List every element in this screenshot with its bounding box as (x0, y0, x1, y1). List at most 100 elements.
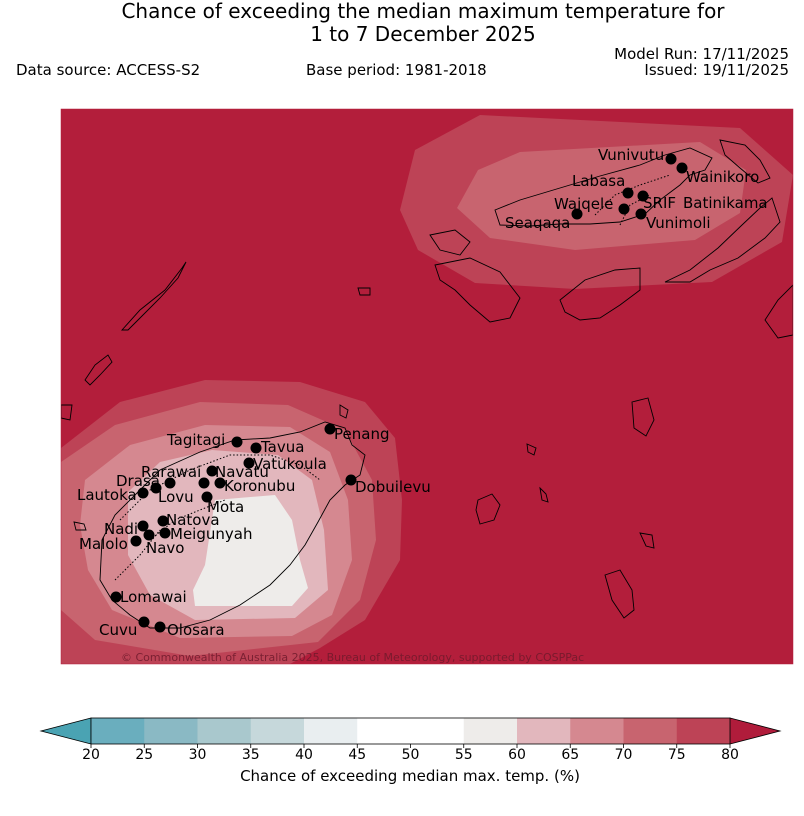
colorbar-tick-label-40: 40 (295, 747, 313, 763)
coast-far-east (764, 284, 793, 339)
coast-small-5 (73, 521, 87, 531)
label-vunimoli: Vunimoli (646, 214, 711, 232)
colorbar-segment-70-75 (623, 718, 678, 744)
colorbar-segment-20-25 (91, 718, 145, 744)
marker-tagitagi (231, 436, 243, 448)
station-markers (110, 153, 688, 633)
label-tagitagi: Tagitagi (166, 431, 225, 449)
title-line-2: 1 to 7 December 2025 (310, 22, 536, 46)
colorbar-tick-label-60: 60 (508, 747, 526, 763)
marker-dobuilevu (345, 474, 357, 486)
coast-moala (475, 493, 501, 525)
colorbar-segment-75-80 (676, 718, 731, 744)
marker-natova (157, 515, 169, 527)
contour-50-south (193, 495, 308, 606)
colorbar-tick-label-70: 70 (615, 747, 633, 763)
label-olosara: Olosara (167, 621, 225, 639)
coast-small-6 (339, 404, 349, 419)
marker-vunimoli (635, 208, 647, 220)
coast-yasawa (120, 261, 187, 331)
marker-navo (143, 529, 155, 541)
colorbar-segment-45-50 (357, 718, 411, 744)
marker-meigunyah (159, 527, 171, 539)
marker-waiqele (618, 203, 630, 215)
contour-65-north (457, 142, 746, 250)
label-meigunyah: Meigunyah (170, 525, 252, 543)
colorbar-segment-25-30 (144, 718, 198, 744)
label-tavua: Tavua (260, 438, 304, 456)
colorbar-segment-30-35 (197, 718, 252, 744)
colorbar: 20 25 30 35 40 45 50 55 60 65 70 75 80 Chance of exc… (39, 717, 782, 785)
coast-taveuni (719, 139, 771, 184)
colorbar-tick-label-45: 45 (348, 747, 366, 763)
station-labels: Vunivutu Wainikoro Labasa Waiqele SRIF B… (77, 146, 768, 639)
coast-small-2 (526, 443, 537, 456)
marker-drasa (150, 482, 162, 494)
colorbar-segment-65-70 (570, 718, 624, 744)
label-malolo: Malolo (79, 535, 128, 553)
colorbar-tick-label-35: 35 (242, 747, 260, 763)
coast-totoya (539, 486, 549, 503)
colorbar-segment-35-40 (250, 718, 305, 744)
marker-cuvu (138, 616, 150, 628)
colorbar-segment-50-55 (410, 718, 465, 744)
marker-lomawai (110, 591, 122, 603)
map-panel: Vunivutu Wainikoro Labasa Waiqele SRIF B… (61, 109, 793, 664)
label-seaqaqa: Seaqaqa (505, 214, 570, 232)
colorbar-tick-label-30: 30 (189, 747, 207, 763)
colorbar-tick-label-20: 20 (82, 747, 100, 763)
coastlines (61, 139, 793, 629)
coast-small-1 (639, 532, 655, 549)
label-lovu: Lovu (158, 488, 194, 506)
coast-koro-region (559, 267, 641, 321)
colorbar-segment-55-60 (463, 718, 518, 744)
label-cuvu: Cuvu (99, 621, 137, 639)
coast-east-arc (664, 197, 781, 283)
coast-small-3 (357, 287, 371, 296)
coast-gau (631, 397, 655, 437)
label-navo: Navo (146, 539, 184, 557)
label-vatukoula: Vatukoula (253, 455, 327, 473)
label-srif: SRIF (643, 194, 676, 212)
label-mota: Mota (207, 498, 244, 516)
coast-kadavu (604, 569, 635, 619)
coast-north-tail (429, 229, 471, 256)
colorbar-tick-label-55: 55 (455, 747, 473, 763)
colorbar-tick-label-25: 25 (135, 747, 153, 763)
marker-koronubu (214, 477, 226, 489)
label-lomawai: Lomawai (120, 588, 187, 606)
marker-navatu (198, 477, 210, 489)
coast-central (434, 257, 521, 323)
label-labasa: Labasa (572, 172, 625, 190)
marker-vunivutu (665, 153, 677, 165)
marker-malolo (130, 535, 142, 547)
label-nadi: Nadi (104, 520, 138, 538)
colorbar-tick-label-50: 50 (402, 747, 420, 763)
marker-batinikama (637, 190, 649, 202)
marker-lovu (164, 477, 176, 489)
label-rarawai: Rarawai (141, 463, 201, 481)
label-drasa: Drasa (116, 472, 160, 490)
marker-wainikoro (676, 162, 688, 174)
label-batinikama: Batinikama (683, 194, 768, 212)
label-koronubu: Koronubu (224, 477, 295, 495)
colorbar-under-arrow (39, 717, 92, 745)
marker-vatukoula (243, 457, 255, 469)
title-line-1: Chance of exceeding the median maximum t… (121, 0, 725, 23)
colorbar-tick-label-75: 75 (668, 747, 686, 763)
marker-lautoka (137, 487, 149, 499)
marker-olosara (154, 621, 166, 633)
issued-date: Issued: 19/11/2025 (644, 61, 789, 79)
coast-yasawa-2 (84, 354, 113, 386)
label-lautoka: Lautoka (77, 486, 137, 504)
copyright-notice: © Commonwealth of Australia 2025, Bureau… (121, 651, 584, 664)
colorbar-label: Chance of exceeding median max. temp. (%… (240, 767, 580, 785)
label-natova: Natova (166, 511, 220, 529)
coast-small-4 (61, 404, 73, 421)
label-wainikoro: Wainikoro (686, 168, 759, 186)
label-navatu: Navatu (215, 463, 269, 481)
label-vunivutu: Vunivutu (598, 146, 664, 164)
label-dobuilevu: Dobuilevu (355, 478, 431, 496)
marker-penang (324, 423, 336, 435)
